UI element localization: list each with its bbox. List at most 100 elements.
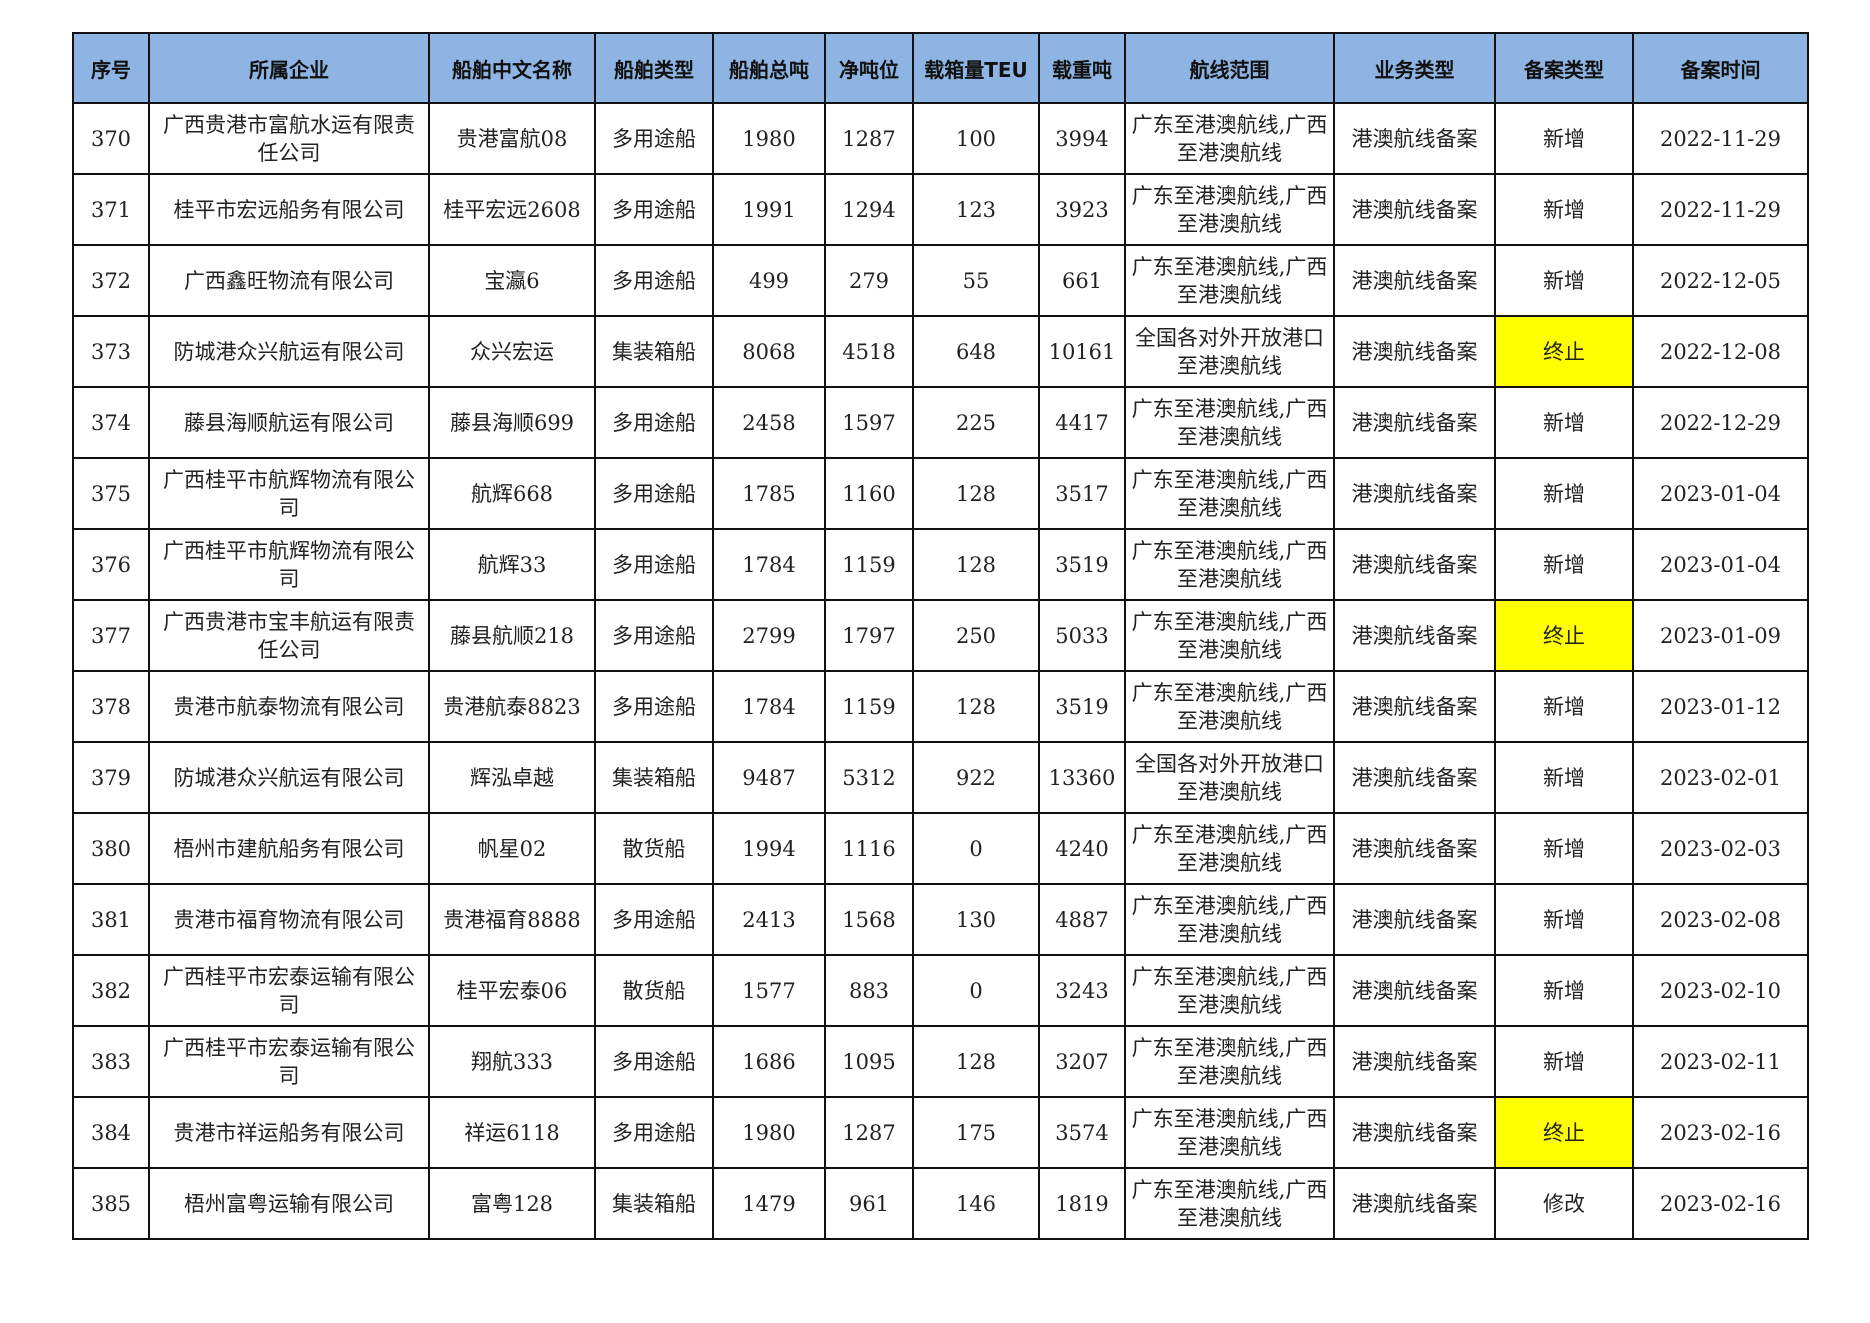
cell-route-scope: 广东至港澳航线,广西至港澳航线 [1124, 173, 1335, 246]
vessel-filing-table: 序号 所属企业 船舶中文名称 船舶类型 船舶总吨 净吨位 载箱量TEU 载重吨 航线范围 业务类型… [72, 32, 1809, 1240]
cell-seq: 384 [72, 1096, 150, 1169]
cell-filing-date: 2023-01-12 [1632, 670, 1809, 743]
cell-net-tonnage: 961 [824, 1167, 914, 1240]
cell-filing-type: 新增 [1494, 457, 1634, 530]
cell-business-type: 港澳航线备案 [1333, 173, 1496, 246]
cell-gross-tonnage: 1785 [712, 457, 826, 530]
table-row: 370 广西贵港市富航水运有限责任公司 贵港富航08 多用途船 1980 1287 100 3… [72, 102, 1809, 175]
cell-gross-tonnage: 1784 [712, 670, 826, 743]
cell-filing-type: 新增 [1494, 244, 1634, 317]
cell-filing-date: 2022-12-08 [1632, 315, 1809, 388]
cell-business-type: 港澳航线备案 [1333, 315, 1496, 388]
cell-business-type: 港澳航线备案 [1333, 1167, 1496, 1240]
cell-seq: 382 [72, 954, 150, 1027]
cell-seq: 378 [72, 670, 150, 743]
cell-filing-date: 2023-01-04 [1632, 457, 1809, 530]
cell-vessel-type: 多用途船 [594, 457, 714, 530]
cell-teu: 146 [912, 1167, 1040, 1240]
column-header-gross-tonnage: 船舶总吨 [712, 32, 826, 104]
cell-seq: 379 [72, 741, 150, 814]
cell-teu: 100 [912, 102, 1040, 175]
cell-route-scope: 广东至港澳航线,广西至港澳航线 [1124, 954, 1335, 1027]
cell-business-type: 港澳航线备案 [1333, 457, 1496, 530]
cell-deadweight: 10161 [1038, 315, 1126, 388]
cell-route-scope: 广东至港澳航线,广西至港澳航线 [1124, 244, 1335, 317]
cell-gross-tonnage: 2458 [712, 386, 826, 459]
cell-filing-date: 2023-01-04 [1632, 528, 1809, 601]
cell-filing-type: 新增 [1494, 812, 1634, 885]
cell-vessel-name: 藤县航顺218 [428, 599, 596, 672]
cell-net-tonnage: 1287 [824, 1096, 914, 1169]
cell-gross-tonnage: 1980 [712, 102, 826, 175]
cell-teu: 128 [912, 670, 1040, 743]
cell-net-tonnage: 1159 [824, 670, 914, 743]
cell-deadweight: 3994 [1038, 102, 1126, 175]
cell-deadweight: 13360 [1038, 741, 1126, 814]
cell-business-type: 港澳航线备案 [1333, 954, 1496, 1027]
cell-business-type: 港澳航线备案 [1333, 812, 1496, 885]
cell-business-type: 港澳航线备案 [1333, 670, 1496, 743]
cell-gross-tonnage: 1479 [712, 1167, 826, 1240]
cell-route-scope: 广东至港澳航线,广西至港澳航线 [1124, 1096, 1335, 1169]
table-row: 372 广西鑫旺物流有限公司 宝瀛6 多用途船 499 279 55 661 广东至港澳航线,广… [72, 244, 1809, 317]
cell-teu: 128 [912, 457, 1040, 530]
cell-company: 贵港市航泰物流有限公司 [148, 670, 430, 743]
cell-vessel-type: 集装箱船 [594, 741, 714, 814]
cell-route-scope: 广东至港澳航线,广西至港澳航线 [1124, 1167, 1335, 1240]
table-row: 381 贵港市福育物流有限公司 贵港福育8888 多用途船 2413 1568 130 488… [72, 883, 1809, 956]
cell-teu: 130 [912, 883, 1040, 956]
cell-vessel-type: 多用途船 [594, 244, 714, 317]
cell-filing-type: 新增 [1494, 954, 1634, 1027]
cell-net-tonnage: 4518 [824, 315, 914, 388]
cell-seq: 375 [72, 457, 150, 530]
cell-filing-type: 终止 [1494, 1096, 1634, 1169]
cell-deadweight: 5033 [1038, 599, 1126, 672]
cell-business-type: 港澳航线备案 [1333, 599, 1496, 672]
cell-deadweight: 661 [1038, 244, 1126, 317]
column-header-vessel-type: 船舶类型 [594, 32, 714, 104]
cell-company: 防城港众兴航运有限公司 [148, 741, 430, 814]
table-row: 383 广西桂平市宏泰运输有限公司 翔航333 多用途船 1686 1095 128 3207… [72, 1025, 1809, 1098]
cell-net-tonnage: 883 [824, 954, 914, 1027]
cell-vessel-type: 多用途船 [594, 1025, 714, 1098]
cell-gross-tonnage: 8068 [712, 315, 826, 388]
cell-company: 梧州市建航船务有限公司 [148, 812, 430, 885]
cell-net-tonnage: 5312 [824, 741, 914, 814]
cell-filing-date: 2023-01-09 [1632, 599, 1809, 672]
cell-vessel-name: 航辉33 [428, 528, 596, 601]
cell-route-scope: 全国各对外开放港口至港澳航线 [1124, 741, 1335, 814]
cell-route-scope: 广东至港澳航线,广西至港澳航线 [1124, 883, 1335, 956]
cell-company: 广西桂平市航辉物流有限公司 [148, 457, 430, 530]
column-header-company: 所属企业 [148, 32, 430, 104]
cell-filing-date: 2023-02-16 [1632, 1096, 1809, 1169]
cell-company: 防城港众兴航运有限公司 [148, 315, 430, 388]
column-header-business-type: 业务类型 [1333, 32, 1496, 104]
cell-filing-type: 终止 [1494, 315, 1634, 388]
table-row: 371 桂平市宏远船务有限公司 桂平宏远2608 多用途船 1991 1294 123 392… [72, 173, 1809, 246]
table-row: 384 贵港市祥运船务有限公司 祥运6118 多用途船 1980 1287 175 3574 广… [72, 1096, 1809, 1169]
cell-filing-date: 2023-02-10 [1632, 954, 1809, 1027]
column-header-deadweight: 载重吨 [1038, 32, 1126, 104]
cell-company: 梧州富粤运输有限公司 [148, 1167, 430, 1240]
cell-business-type: 港澳航线备案 [1333, 1025, 1496, 1098]
cell-deadweight: 1819 [1038, 1167, 1126, 1240]
cell-vessel-type: 集装箱船 [594, 315, 714, 388]
cell-filing-type: 新增 [1494, 528, 1634, 601]
cell-deadweight: 3517 [1038, 457, 1126, 530]
cell-company: 广西桂平市宏泰运输有限公司 [148, 1025, 430, 1098]
cell-filing-type: 新增 [1494, 173, 1634, 246]
table-row: 373 防城港众兴航运有限公司 众兴宏运 集装箱船 8068 4518 648 10161 全国… [72, 315, 1809, 388]
cell-vessel-name: 众兴宏运 [428, 315, 596, 388]
cell-seq: 373 [72, 315, 150, 388]
cell-deadweight: 3207 [1038, 1025, 1126, 1098]
cell-vessel-type: 散货船 [594, 812, 714, 885]
cell-vessel-name: 翔航333 [428, 1025, 596, 1098]
cell-filing-date: 2022-11-29 [1632, 173, 1809, 246]
cell-filing-type: 新增 [1494, 670, 1634, 743]
table-row: 380 梧州市建航船务有限公司 帆星02 散货船 1994 1116 0 4240 广东至港澳航… [72, 812, 1809, 885]
cell-filing-type: 新增 [1494, 741, 1634, 814]
cell-net-tonnage: 1095 [824, 1025, 914, 1098]
table-row: 375 广西桂平市航辉物流有限公司 航辉668 多用途船 1785 1160 128 3517… [72, 457, 1809, 530]
cell-company: 广西桂平市宏泰运输有限公司 [148, 954, 430, 1027]
cell-route-scope: 广东至港澳航线,广西至港澳航线 [1124, 457, 1335, 530]
